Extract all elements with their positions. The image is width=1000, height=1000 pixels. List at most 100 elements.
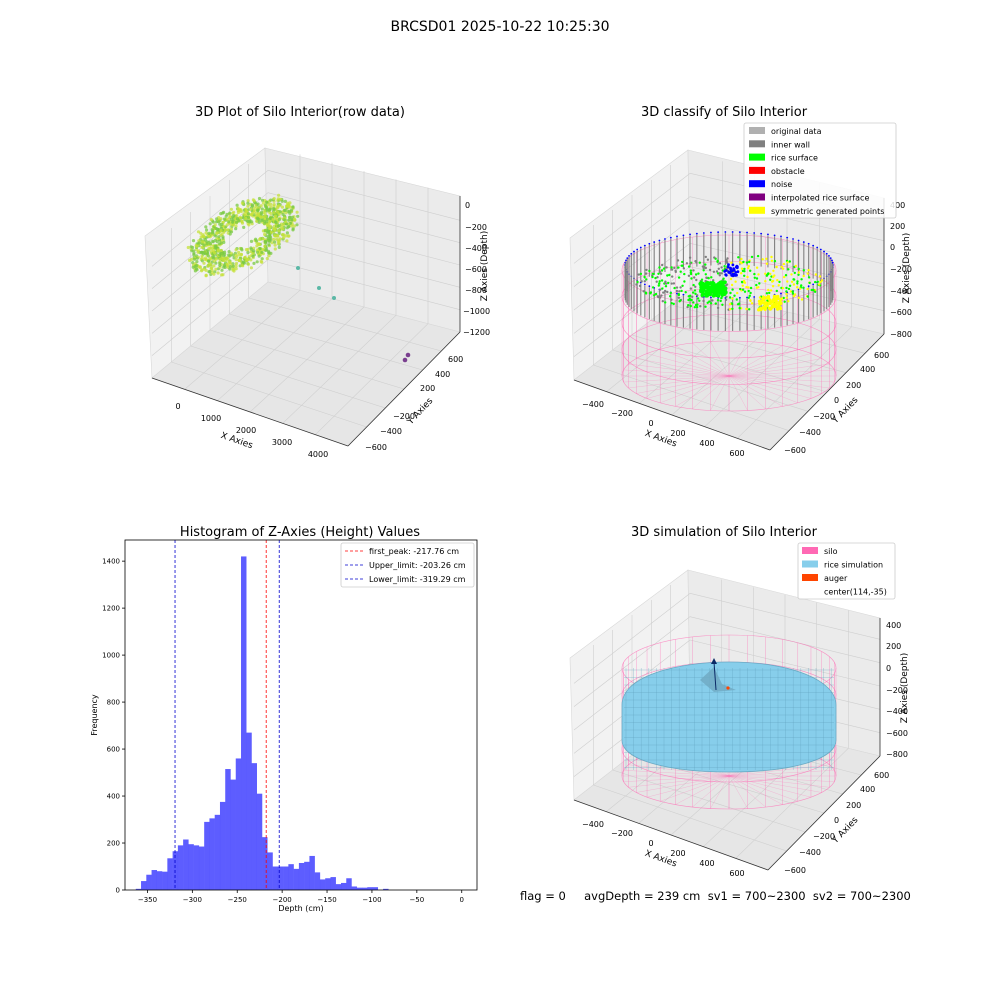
classified-point <box>800 278 803 281</box>
x-tick-label: 3000 <box>272 438 292 447</box>
cloud-point <box>249 266 253 270</box>
classified-point <box>717 267 720 270</box>
cloud-point <box>242 261 246 265</box>
cloud-point <box>260 257 264 261</box>
classified-point <box>797 271 800 274</box>
silo-base-spoke <box>728 775 835 782</box>
cloud-point <box>239 216 243 220</box>
histogram-bar <box>367 887 373 890</box>
classified-point <box>696 297 700 300</box>
noise-point <box>731 263 735 267</box>
legend-label: noise <box>771 180 792 189</box>
cloud-point <box>282 236 286 240</box>
noise-point <box>729 267 732 271</box>
classified-point <box>658 266 661 269</box>
cloud-point <box>195 264 199 268</box>
classified-point <box>810 288 813 292</box>
cloud-point <box>212 264 216 268</box>
rice-surface-point <box>723 280 727 285</box>
classified-point <box>685 262 689 265</box>
noise-point <box>812 283 815 286</box>
histogram-bar <box>304 861 310 890</box>
classified-point <box>694 273 698 276</box>
classified-point <box>688 256 692 259</box>
cloud-point <box>225 262 229 266</box>
y-tick-label: −400 <box>380 427 402 436</box>
cloud-point <box>212 272 216 276</box>
z-tick-label: −1200 <box>463 328 490 337</box>
y-tick-label: 600 <box>448 355 463 364</box>
cloud-point <box>208 222 212 226</box>
classified-point <box>793 293 797 296</box>
cloud-point <box>292 224 296 228</box>
classified-point <box>781 287 784 290</box>
symmetric-point <box>771 300 775 304</box>
z-axis: 400 200 0 −200 −400 −600 −800 Z Axies (D… <box>883 198 912 339</box>
chart-title: 3D Plot of Silo Interior(row data) <box>195 105 405 120</box>
figure-title: BRCSD01 2025-10-22 10:25:30 <box>390 19 609 35</box>
classified-point <box>733 294 736 297</box>
classified-point <box>679 270 682 273</box>
legend-label: symmetric generated points <box>771 207 884 216</box>
surface-crater <box>700 667 736 692</box>
cloud-point <box>229 217 233 221</box>
classified-point <box>771 280 774 283</box>
cloud-point <box>246 199 250 203</box>
cloud-point <box>234 262 238 266</box>
classified-point <box>679 299 682 302</box>
symmetric-point <box>778 297 783 302</box>
classified-point <box>656 276 659 279</box>
classified-point <box>638 284 642 288</box>
cloud-point <box>249 247 254 251</box>
classified-point <box>740 272 743 275</box>
noise-point <box>658 239 661 242</box>
cloud-point <box>291 205 295 209</box>
x-tick-label: −300 <box>183 896 202 904</box>
classified-point <box>661 300 664 303</box>
cloud-point <box>235 217 239 221</box>
histogram-bar <box>283 866 289 890</box>
cloud-point <box>290 218 294 222</box>
noise-point <box>828 255 830 257</box>
classified-point <box>681 264 684 267</box>
classified-point <box>730 261 733 264</box>
silo-base-spoke <box>728 375 812 399</box>
classified-point <box>683 272 686 276</box>
z-tick-label: −400 <box>886 707 908 716</box>
classified-point <box>664 282 668 285</box>
cloud-point <box>195 268 199 272</box>
histogram-bar <box>209 818 215 890</box>
x-tick-label: −250 <box>228 896 247 904</box>
classified-point <box>813 290 817 293</box>
cloud-point <box>280 205 284 209</box>
cloud-point <box>256 202 260 206</box>
cloud-point <box>283 208 287 212</box>
legend-label: silo <box>824 547 838 556</box>
classified-point <box>709 302 713 305</box>
cloud-point <box>232 267 236 271</box>
cloud-point <box>259 259 263 263</box>
silo-base-spoke <box>710 375 730 411</box>
noise-point <box>825 252 828 255</box>
outlier-point <box>296 266 300 270</box>
legend-swatch <box>749 140 765 148</box>
cloud-point <box>234 264 238 268</box>
classified-point <box>704 305 707 308</box>
classified-point <box>718 262 722 265</box>
symmetric-point <box>779 301 783 305</box>
classified-point <box>786 261 789 264</box>
histogram-bar <box>314 872 321 890</box>
noise-point <box>653 241 656 243</box>
classified-point <box>680 289 683 293</box>
classified-point <box>708 268 712 272</box>
silo-base-spoke <box>728 770 835 777</box>
silo-base-spoke <box>728 375 748 411</box>
cloud-point <box>214 267 218 271</box>
outlier-point <box>405 352 411 358</box>
classified-point <box>645 268 648 272</box>
legend-label: Upper_limit: -203.26 cm <box>369 561 466 570</box>
classified-point <box>667 281 670 285</box>
rice-surface-point <box>721 289 726 294</box>
silo-base-spoke <box>728 369 835 377</box>
y-tick-label: 400 <box>860 365 875 374</box>
